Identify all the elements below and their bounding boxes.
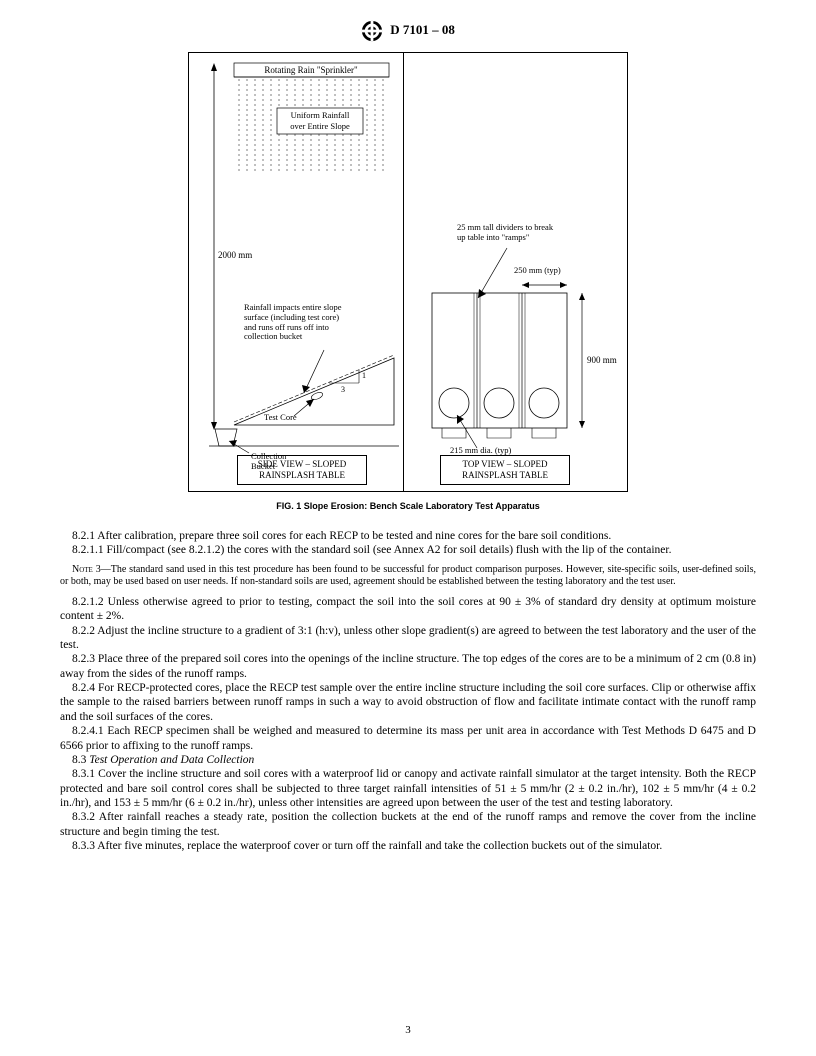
svg-text:Test Core: Test Core bbox=[264, 412, 297, 422]
note-3-label: Note 3— bbox=[72, 564, 111, 575]
svg-text:1: 1 bbox=[362, 371, 366, 380]
svg-text:over Entire Slope: over Entire Slope bbox=[290, 121, 350, 131]
note-3: Note 3—The standard sand used in this te… bbox=[60, 564, 756, 589]
designation-text: D 7101 – 08 bbox=[390, 22, 455, 37]
para-8-2-1-1: 8.2.1.1 Fill/compact (see 8.2.1.2) the c… bbox=[60, 543, 756, 557]
side-view-panel: Rotating Rain "Sprinkler" Un bbox=[189, 53, 404, 491]
astm-logo-icon bbox=[361, 20, 383, 42]
para-8-3-3: 8.3.3 After five minutes, replace the wa… bbox=[60, 839, 756, 853]
width-250-label: 250 mm (typ) bbox=[514, 266, 561, 276]
page-header: D 7101 – 08 bbox=[60, 20, 756, 42]
side-view-svg: Rotating Rain "Sprinkler" Un bbox=[189, 53, 404, 493]
para-8-2-4: 8.2.4 For RECP-protected cores, place th… bbox=[60, 681, 756, 724]
para-8-2-2: 8.2.2 Adjust the incline structure to a … bbox=[60, 624, 756, 653]
para-8-2-1: 8.2.1 After calibration, prepare three s… bbox=[60, 529, 756, 543]
top-view-panel: 900 mm 25 mm tall dividers to breakup ta… bbox=[402, 53, 627, 491]
para-8-2-4-1: 8.2.4.1 Each RECP specimen shall be weig… bbox=[60, 724, 756, 753]
section-8-3: 8.3 Test Operation and Data Collection bbox=[60, 753, 756, 767]
figure-caption: FIG. 1 Slope Erosion: Bench Scale Labora… bbox=[60, 501, 756, 511]
svg-text:Uniform Rainfall: Uniform Rainfall bbox=[291, 110, 350, 120]
para-8-3-1: 8.3.1 Cover the incline structure and so… bbox=[60, 767, 756, 810]
note-3-text: The standard sand used in this test proc… bbox=[60, 564, 756, 588]
impact-label: Rainfall impacts entire slopesurface (in… bbox=[244, 303, 384, 342]
figure-container: Rotating Rain "Sprinkler" Un bbox=[60, 52, 756, 511]
svg-text:2000 mm: 2000 mm bbox=[218, 250, 252, 260]
dividers-label: 25 mm tall dividers to breakup table int… bbox=[457, 223, 607, 243]
body-text: 8.2.1 After calibration, prepare three s… bbox=[60, 529, 756, 854]
figure-1: Rotating Rain "Sprinkler" Un bbox=[188, 52, 628, 492]
svg-text:900 mm: 900 mm bbox=[587, 355, 617, 365]
section-8-3-title: Test Operation and Data Collection bbox=[89, 754, 254, 766]
page-number: 3 bbox=[0, 1024, 816, 1036]
side-view-title: SIDE VIEW – SLOPEDRAINSPLASH TABLE bbox=[237, 455, 367, 485]
para-8-2-3: 8.2.3 Place three of the prepared soil c… bbox=[60, 652, 756, 681]
para-8-3-2: 8.3.2 After rainfall reaches a steady ra… bbox=[60, 810, 756, 839]
para-8-2-1-2: 8.2.1.2 Unless otherwise agreed to prior… bbox=[60, 595, 756, 624]
top-view-title: TOP VIEW – SLOPEDRAINSPLASH TABLE bbox=[440, 455, 570, 485]
dia-215-label: 215 mm dia. (typ) bbox=[450, 446, 511, 456]
sprinkler-label-svg: Rotating Rain "Sprinkler" bbox=[264, 65, 358, 75]
svg-text:3: 3 bbox=[341, 385, 345, 394]
